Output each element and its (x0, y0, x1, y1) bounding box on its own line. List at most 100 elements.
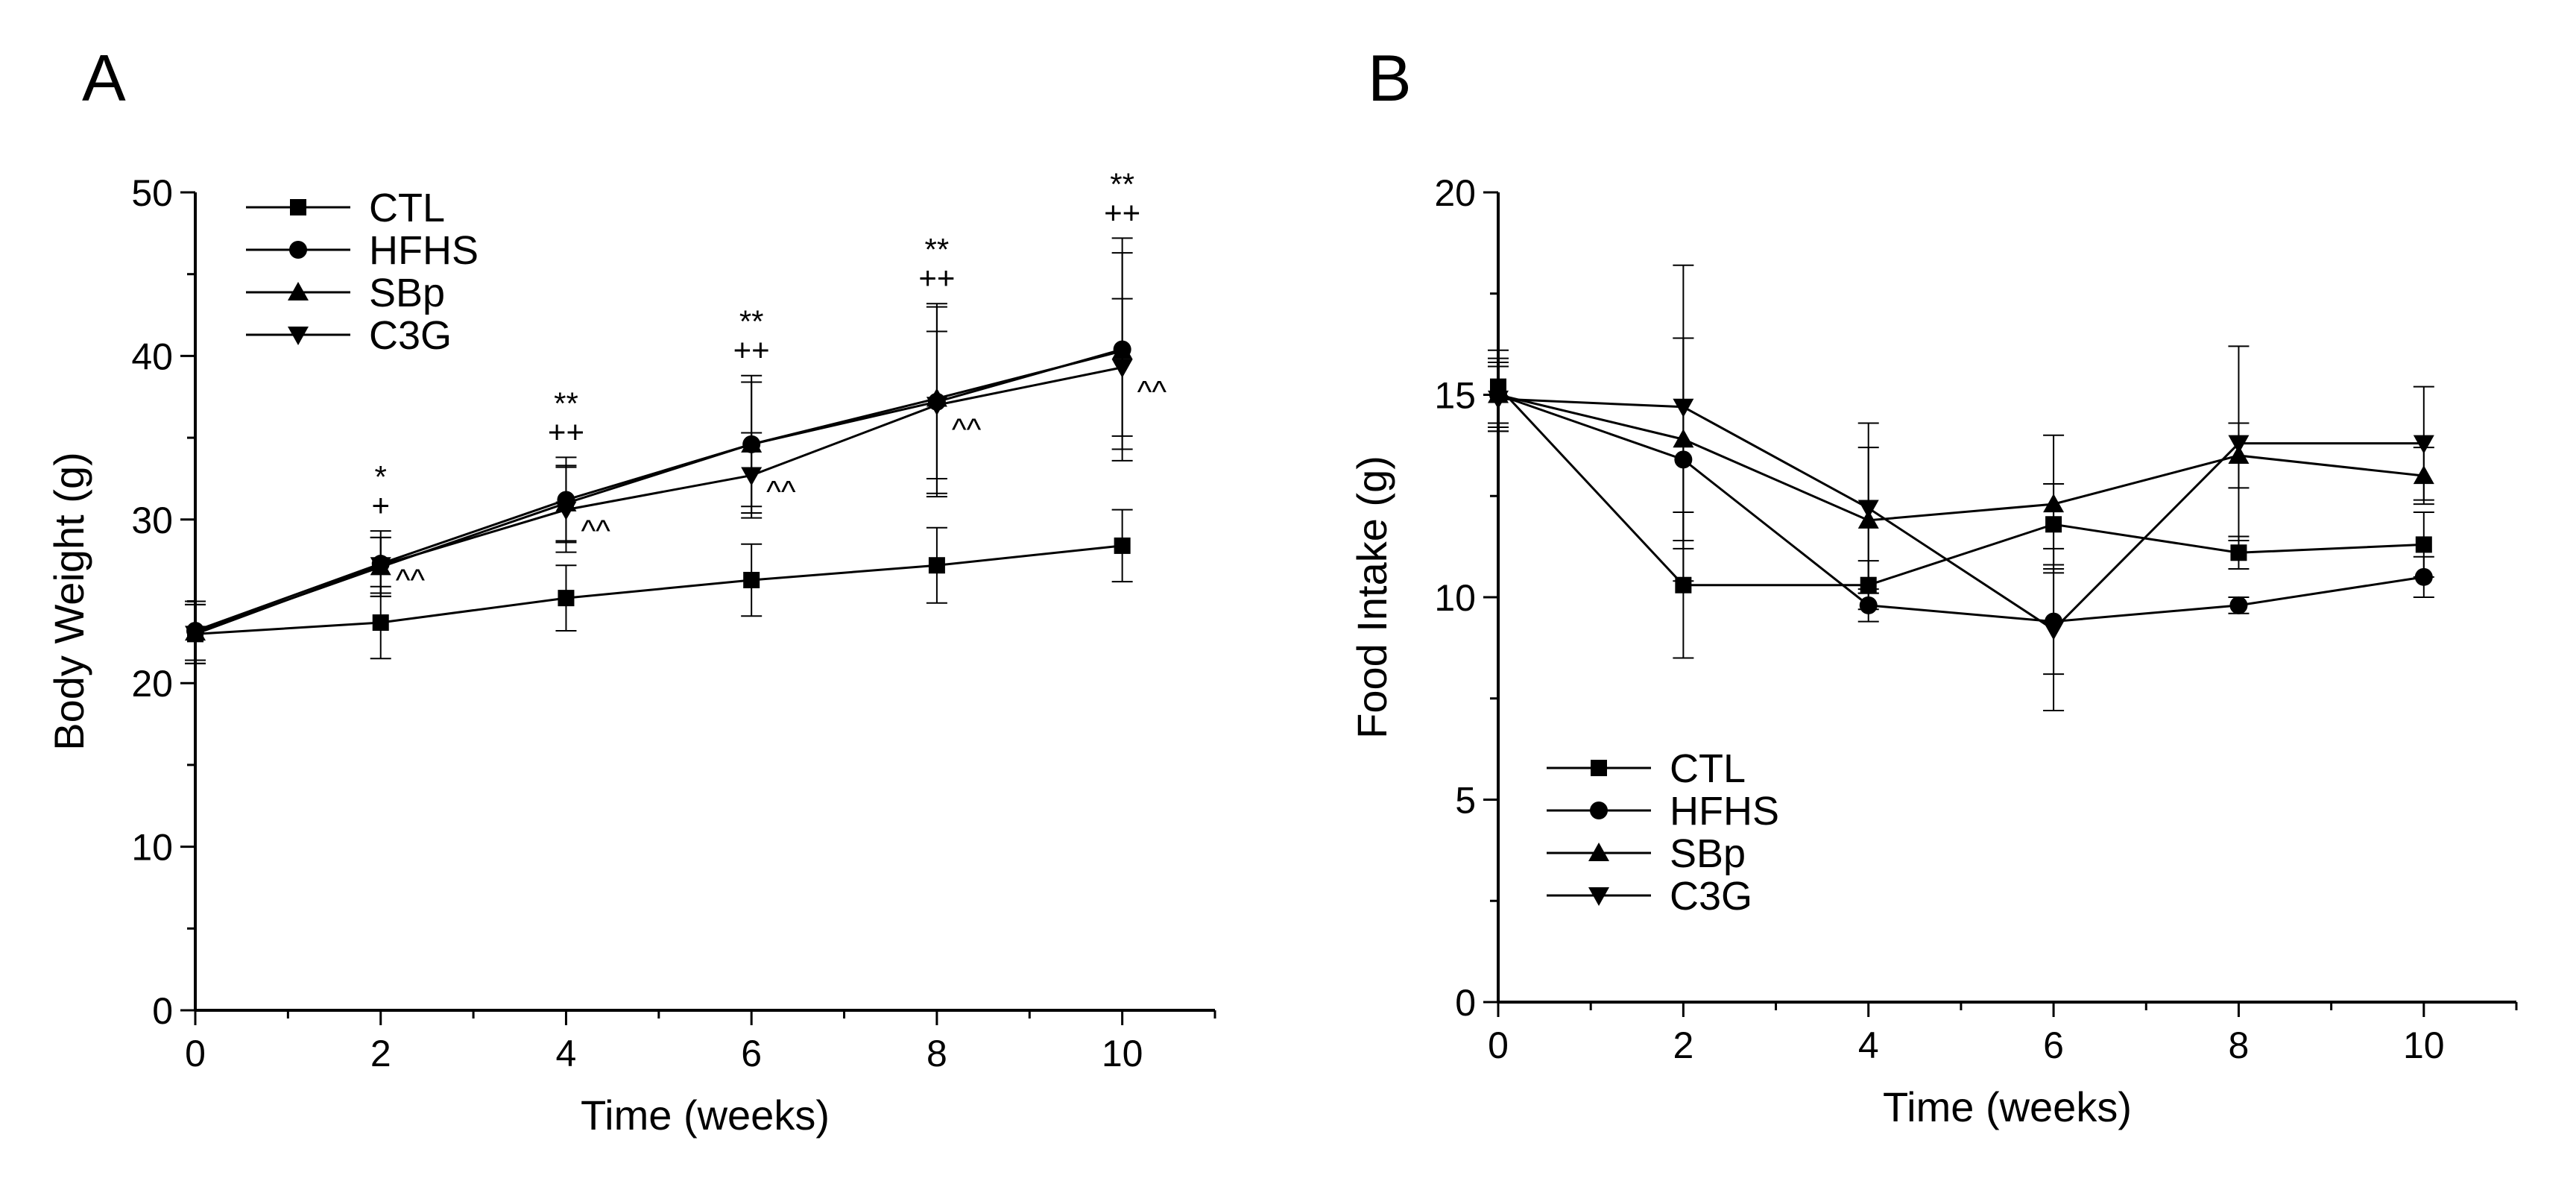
y-tick-label: 40 (131, 336, 173, 377)
y-tick-label: 20 (131, 663, 173, 705)
annotation-plus: ++ (1104, 195, 1140, 230)
legend-marker (288, 282, 309, 300)
data-point (558, 590, 575, 607)
data-point (370, 557, 391, 576)
y-tick-label: 10 (1434, 577, 1476, 619)
data-point (2230, 544, 2247, 561)
x-tick-label: 2 (370, 1033, 391, 1074)
y-tick-label: 15 (1434, 375, 1476, 417)
legend-label: HFHS (369, 228, 479, 273)
annotation-plus: ++ (918, 260, 955, 295)
x-tick-label: 0 (185, 1033, 206, 1074)
legend-label: C3G (1670, 874, 1752, 919)
series-hfhs (1488, 337, 2434, 676)
legend-marker (1588, 887, 1609, 906)
data-point (743, 571, 760, 588)
data-point (1111, 359, 1133, 378)
annotation-star: * (375, 459, 387, 494)
legend-marker (1591, 760, 1607, 776)
panel-label: B (1368, 41, 1412, 115)
legend-marker (289, 241, 307, 259)
legend-marker (1588, 843, 1609, 861)
data-point (2414, 567, 2433, 586)
y-axis-title: Body Weight (g) (45, 452, 92, 750)
y-tick-label: 0 (1455, 982, 1476, 1024)
legend-label: SBp (369, 271, 445, 315)
annotation-plus: ++ (733, 333, 770, 368)
data-point (372, 614, 389, 632)
data-point (1859, 596, 1878, 614)
annotation-plus: + (371, 488, 390, 523)
x-tick-label: 10 (1102, 1033, 1143, 1074)
y-tick-label: 0 (152, 990, 173, 1032)
y-tick-label: 30 (131, 500, 173, 541)
panel-label: A (82, 41, 126, 115)
series-c3g (1488, 264, 2434, 712)
legend-label: C3G (369, 313, 452, 358)
x-tick-label: 8 (2229, 1024, 2250, 1066)
annotation-star: ** (554, 385, 578, 421)
legend-marker (1590, 802, 1608, 819)
series-c3g (185, 297, 1133, 664)
y-tick-label: 10 (131, 827, 173, 869)
data-point (2413, 435, 2434, 454)
data-point (741, 467, 763, 486)
panel-a: A 0 2 4 6 8 10 0 10 20 30 40 50 Time (weeks) Body Weig… (45, 41, 1216, 1139)
data-point (185, 626, 206, 645)
data-point (2228, 435, 2250, 454)
series-hfhs (185, 237, 1133, 661)
legend-label: HFHS (1670, 789, 1779, 834)
annotation-caret: ^^ (766, 474, 796, 509)
legend-marker (290, 199, 306, 215)
x-tick-label: 6 (741, 1033, 762, 1074)
data-point (1488, 390, 1509, 409)
annotation-caret: ^^ (1137, 374, 1167, 409)
x-tick-label: 0 (1488, 1024, 1509, 1066)
data-point (555, 501, 577, 520)
series-line (1497, 394, 2425, 623)
series-line (195, 348, 1123, 632)
data-point (1857, 500, 1879, 519)
x-tick-label: 4 (556, 1033, 577, 1074)
x-axis-title: Time (weeks) (1883, 1083, 2132, 1130)
annotation-star: ** (1110, 166, 1134, 201)
legend-label: CTL (369, 186, 445, 230)
series-sbp (185, 252, 1133, 664)
y-axis-title: Food Intake (g) (1348, 456, 1395, 739)
annotation-caret: ^^ (581, 513, 610, 548)
annotation-caret: ^^ (396, 562, 426, 597)
data-point (1673, 398, 1694, 418)
y-tick-label: 20 (1434, 172, 1476, 214)
series-line (1497, 385, 2424, 587)
series-line (1497, 394, 2424, 522)
series-line (195, 366, 1123, 635)
data-point (2229, 596, 2248, 614)
data-point (926, 397, 947, 416)
x-axis-title: Time (weeks) (581, 1092, 830, 1139)
legend-label: CTL (1670, 746, 1746, 791)
series-line (195, 544, 1123, 635)
legend-marker (288, 327, 309, 345)
data-point (1114, 537, 1131, 554)
legend-label: SBp (1670, 831, 1746, 876)
x-tick-label: 4 (1858, 1024, 1879, 1066)
series-line (1497, 397, 2424, 632)
annotation-plus: ++ (548, 414, 584, 449)
data-point (2043, 494, 2065, 513)
data-point (928, 557, 945, 574)
y-tick-label: 5 (1455, 780, 1476, 822)
series-ctl (1488, 349, 2434, 659)
x-tick-label: 8 (926, 1033, 947, 1074)
annotation-star: ** (925, 232, 950, 267)
panel-b: B 0 2 4 6 8 10 0 5 10 15 20 Time (weeks) Food Intake … (1348, 41, 2518, 1130)
x-tick-label: 6 (2043, 1024, 2064, 1066)
annotation-star: ** (739, 304, 764, 339)
annotation-caret: ^^ (952, 412, 982, 447)
x-tick-label: 10 (2403, 1024, 2445, 1066)
y-tick-label: 50 (131, 172, 173, 214)
data-point (2415, 536, 2432, 553)
